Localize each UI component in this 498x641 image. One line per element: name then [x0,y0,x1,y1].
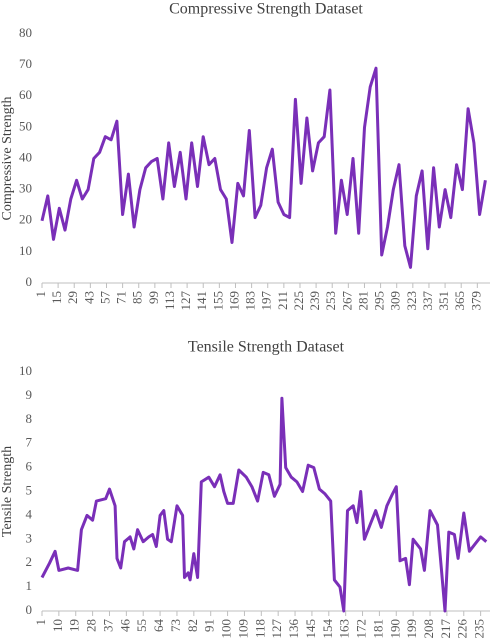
x-tick-label: 190 [387,619,402,639]
x-tick-label: 73 [168,619,183,632]
y-tick-label: 10 [19,243,32,258]
x-tick-label: 29 [65,291,80,304]
x-tick-label: 309 [388,291,403,311]
chart-title: Compressive Strength Dataset [169,1,363,18]
data-line [40,66,487,269]
y-tick-label: 80 [19,25,32,40]
y-axis-title: Tensile Strength [0,446,15,537]
x-tick-label: 235 [472,619,487,639]
x-tick-label: 118 [252,619,267,638]
x-tick-label: 155 [210,291,225,311]
y-tick-label: 4 [26,506,33,521]
x-tick-label: 199 [404,619,419,639]
y-tick-label: 7 [26,435,33,450]
x-tick-label: 172 [354,619,369,639]
x-tick-label: 225 [291,291,306,311]
y-tick-label: 50 [19,118,32,133]
x-tick-label: 267 [339,291,354,311]
x-tick-label: 141 [194,291,209,311]
y-tick-label: 0 [26,602,33,617]
x-tick-label: 181 [370,619,385,639]
x-tick-label: 127 [269,619,284,639]
x-tick-label: 43 [81,291,96,304]
y-tick-label: 60 [19,87,32,102]
x-tick-label: 127 [178,291,193,311]
y-tick-label: 6 [26,459,33,474]
x-tick-label: 109 [235,619,250,639]
x-tick-label: 99 [146,291,161,304]
x-tick-label: 15 [49,291,64,304]
x-tick-label: 64 [151,619,166,633]
y-tick-label: 3 [26,530,33,545]
x-tick-label: 57 [97,291,112,305]
x-tick-label: 217 [438,619,453,639]
x-tick-label: 239 [307,291,322,311]
x-tick-label: 28 [84,619,99,632]
x-tick-label: 169 [226,291,241,311]
x-tick-label: 91 [202,619,217,632]
x-tick-label: 351 [436,291,451,311]
y-tick-label: 0 [26,274,33,289]
x-tick-label: 46 [117,619,132,633]
y-tick-label: 20 [19,212,32,227]
x-tick-label: 37 [100,619,115,633]
x-tick-label: 82 [185,619,200,632]
x-tick-label: 211 [275,291,290,310]
x-tick-label: 365 [452,291,467,311]
x-tick-label: 145 [303,619,318,639]
x-tick-label: 136 [286,619,301,639]
x-tick-label: 183 [243,291,258,311]
y-tick-label: 1 [26,578,33,593]
x-tick-label: 71 [114,291,129,304]
y-tick-label: 5 [26,482,33,497]
x-tick-label: 337 [420,291,435,311]
data-line [40,396,488,613]
x-tick-label: 154 [320,619,335,639]
x-tick-label: 1 [33,291,48,298]
x-tick-label: 19 [67,619,82,632]
y-tick-label: 9 [26,387,33,402]
x-tick-label: 281 [355,291,370,311]
y-tick-label: 8 [26,411,33,426]
x-tick-label: 208 [421,619,436,639]
y-tick-label: 2 [26,554,33,569]
x-tick-label: 55 [134,619,149,632]
x-tick-label: 10 [50,619,65,632]
chart-title: Tensile Strength Dataset [188,339,345,356]
y-tick-label: 30 [19,181,32,196]
x-tick-label: 100 [219,619,234,639]
y-tick-label: 10 [19,363,32,378]
x-tick-label: 163 [337,619,352,639]
y-tick-label: 70 [19,56,32,71]
x-tick-label: 113 [162,291,177,310]
x-tick-label: 323 [404,291,419,311]
x-tick-label: 379 [468,291,483,311]
y-tick-label: 40 [19,149,32,164]
x-tick-label: 253 [323,291,338,311]
x-tick-label: 85 [130,291,145,304]
x-tick-label: 226 [455,619,470,639]
x-tick-label: 295 [372,291,387,311]
x-tick-label: 1 [33,619,48,626]
y-axis-title: Compressive Strength [0,96,15,220]
x-tick-label: 197 [259,291,274,311]
